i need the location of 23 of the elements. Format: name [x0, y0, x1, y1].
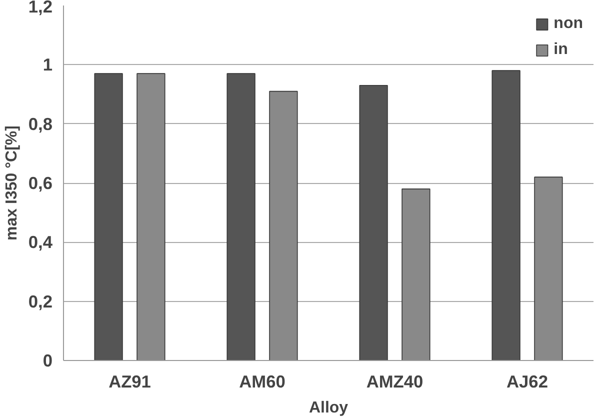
- y-axis-title: max I350 °C[%]: [3, 126, 20, 240]
- bar: [94, 73, 123, 360]
- y-tick-label: 1,2: [28, 0, 53, 16]
- legend-label: non: [554, 15, 583, 33]
- y-tick-label: 0,4: [28, 232, 53, 252]
- bar: [136, 73, 166, 360]
- x-tick-label: AJ62: [506, 372, 548, 392]
- y-tick-label: 0,2: [28, 291, 53, 312]
- bar: [492, 70, 520, 360]
- bar: [269, 90, 298, 360]
- bar: [534, 176, 563, 360]
- bar: [226, 73, 256, 360]
- bar: [402, 188, 430, 360]
- y-tick-label: 0: [42, 350, 53, 370]
- x-axis-title: Alloy: [308, 400, 348, 416]
- legend-label: in: [554, 41, 569, 59]
- y-tick-label: 0,8: [28, 114, 53, 134]
- y-tick-label: 0,6: [28, 173, 53, 193]
- x-tick-label: AZ91: [108, 372, 152, 392]
- x-tick-label: AM60: [239, 372, 286, 392]
- bar: [359, 84, 388, 360]
- x-tick-label: AMZ40: [366, 372, 424, 392]
- y-tick-label: 1: [42, 54, 53, 75]
